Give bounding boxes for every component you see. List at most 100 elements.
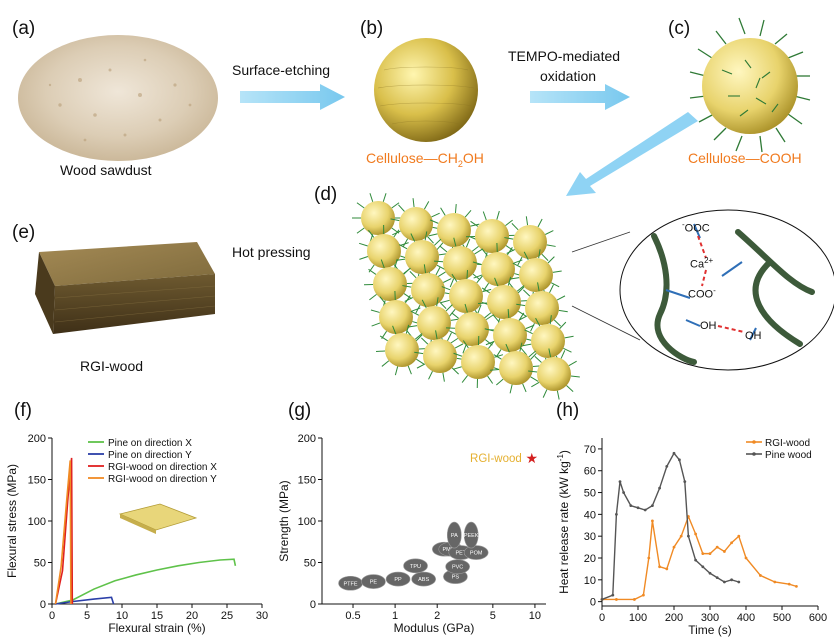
network-fiber <box>518 310 527 317</box>
network-ball-sphere <box>531 324 565 358</box>
network-fiber <box>496 210 500 220</box>
network-fiber <box>447 332 452 341</box>
network-ball <box>352 193 404 243</box>
network-fiber <box>510 277 520 280</box>
network-fiber <box>445 304 453 312</box>
network-fiber <box>487 375 494 384</box>
network-fiber <box>570 375 580 378</box>
network-fiber <box>529 353 537 361</box>
network-fiber <box>429 219 439 224</box>
network-fiber <box>461 375 469 383</box>
schematic-graphics <box>18 17 834 400</box>
network-ball <box>428 204 480 256</box>
x-tick-label: 200 <box>665 612 683 624</box>
inset-bonds <box>665 223 757 341</box>
x-tick-label: 15 <box>151 610 163 622</box>
network-fiber <box>471 245 479 253</box>
chart-f-flexural: 0 5 10 15 20 25 30 0 50 100 150 200 Flexural strain … <box>5 433 268 635</box>
series-marker <box>715 545 719 549</box>
network-fiber <box>505 343 510 353</box>
network-fiber <box>472 261 482 265</box>
rgi-wood-star: ★ <box>526 450 539 466</box>
network-fiber <box>509 384 513 394</box>
specimen-inset <box>118 503 198 534</box>
network-fiber <box>522 343 532 347</box>
caption-ch2oh-end: OH <box>462 150 484 166</box>
network-ball <box>472 243 524 295</box>
network-fiber <box>537 282 540 292</box>
network-fiber <box>530 323 535 332</box>
panel-label-d: (d) <box>314 184 338 205</box>
network-fiber <box>434 238 442 246</box>
network-fiber <box>435 266 441 276</box>
y-tick-label: 50 <box>584 488 596 500</box>
series-marker <box>672 451 676 455</box>
network-fiber <box>368 264 375 273</box>
network-fiber <box>402 238 409 247</box>
network-fiber <box>394 366 399 376</box>
series-marker <box>730 541 733 545</box>
network-fiber <box>505 219 513 227</box>
network-fiber <box>470 223 480 227</box>
network-fiber <box>453 352 463 357</box>
network-fiber <box>523 251 529 261</box>
network-fiber <box>410 233 416 242</box>
network-fiber <box>437 271 446 278</box>
series-marker <box>737 580 741 584</box>
network-fiber <box>531 381 540 388</box>
inset-ionic-links <box>697 235 745 333</box>
series-marker <box>694 532 697 536</box>
x-tick-label: 0.5 <box>345 610 360 622</box>
network-fiber <box>414 351 424 355</box>
material-label: PA <box>451 533 458 539</box>
series-marker <box>678 458 681 462</box>
network-fiber <box>522 383 527 393</box>
legend-label: Pine on direction X <box>108 438 192 449</box>
material-bubble <box>446 521 462 549</box>
network-fiber <box>494 354 504 358</box>
network-fiber <box>451 273 458 282</box>
network-ball <box>484 309 536 361</box>
network-fiber <box>473 274 483 279</box>
x-tick-label: 600 <box>809 612 827 624</box>
network-fiber <box>449 278 455 288</box>
series-marker <box>665 567 669 571</box>
network-fiber <box>506 249 515 254</box>
network-ball <box>446 303 498 355</box>
network-fiber <box>465 238 471 248</box>
series-marker <box>723 550 726 553</box>
network-fiber <box>558 309 568 313</box>
network-fiber <box>490 368 500 371</box>
panel-label-a: (a) <box>12 18 36 39</box>
series-marker <box>737 534 741 538</box>
network-ball-sphere <box>379 300 413 334</box>
rgi-wood-label: RGI-wood <box>470 453 522 465</box>
series-marker <box>787 582 791 586</box>
network-ball-sphere <box>399 207 433 241</box>
network-fiber <box>568 360 577 367</box>
network-fiber <box>547 256 555 264</box>
network-fiber <box>449 308 456 317</box>
network-fiber <box>560 350 566 359</box>
network-fiber <box>421 337 429 345</box>
network-fiber <box>549 284 554 293</box>
network-ball-sphere <box>475 219 509 253</box>
series-marker <box>683 480 687 484</box>
legend-marker <box>752 440 756 444</box>
series-marker <box>679 534 683 538</box>
network-fiber <box>464 210 472 218</box>
cellulose-cooh-ball <box>689 17 811 153</box>
network-fiber <box>356 202 365 209</box>
network-fiber <box>525 216 529 226</box>
network-ball-sphere <box>417 306 451 340</box>
network-fiber <box>513 259 523 264</box>
panel-label-g: (g) <box>288 400 312 421</box>
network-fiber <box>369 293 377 301</box>
series-marker <box>730 578 733 582</box>
network-fiber <box>512 262 522 268</box>
y-tick-label: 50 <box>304 558 316 570</box>
network-fiber <box>453 237 457 247</box>
network-fiber <box>421 299 427 309</box>
network-fiber <box>451 312 460 319</box>
network-fiber <box>440 207 446 216</box>
